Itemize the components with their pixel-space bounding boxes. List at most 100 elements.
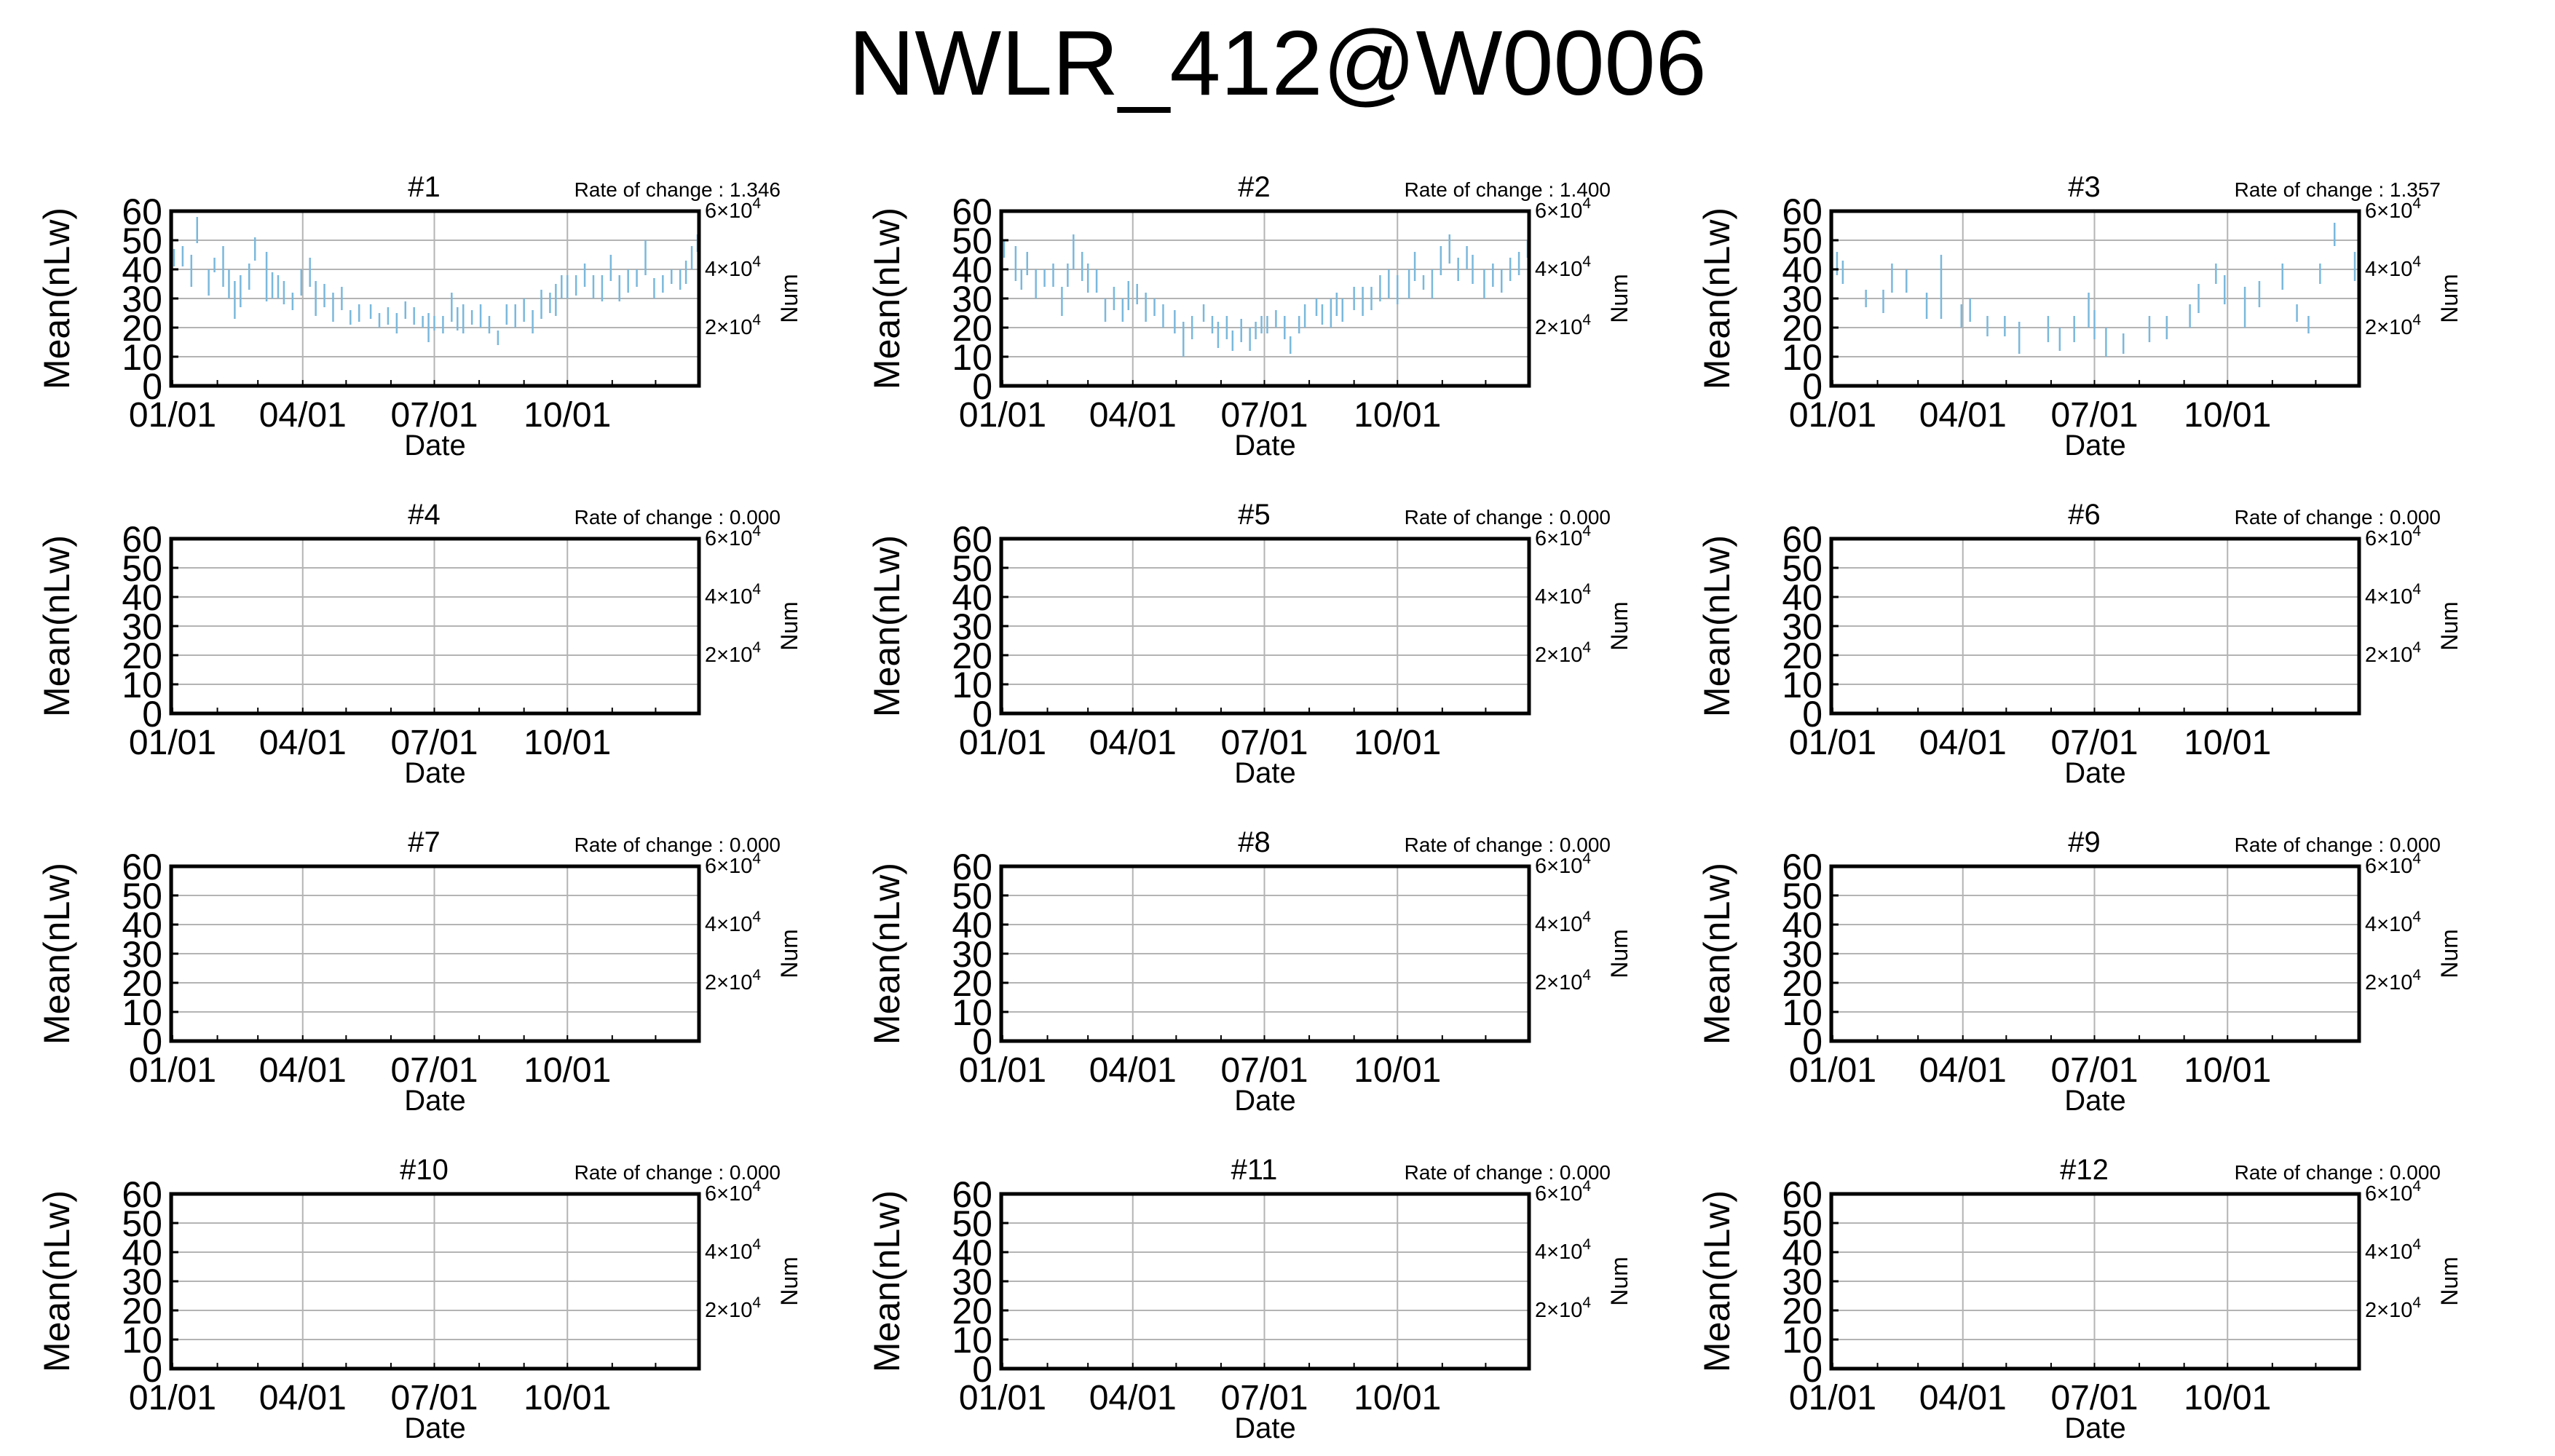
y-tick-label: 10 [1782, 337, 1823, 378]
y-axis-label: Mean(nLw) [866, 535, 907, 717]
x-tick-label: 04/01 [259, 396, 347, 435]
y2-tick-label: 2×104 [705, 312, 761, 339]
y-tick-label: 20 [952, 308, 992, 349]
y-tick-label: 0 [972, 1021, 992, 1062]
y2-tick-label: 6×104 [2365, 1178, 2421, 1206]
panel-title: #7 [408, 826, 441, 858]
y2-tick-label: 2×104 [705, 1294, 761, 1322]
y2-tick-label: 6×104 [1535, 850, 1591, 878]
y-tick-label: 20 [952, 1291, 992, 1332]
y2-tick-label: 4×104 [2365, 253, 2421, 281]
y-tick-label: 10 [952, 665, 992, 705]
y-tick-label: 30 [952, 606, 992, 647]
y2-tick-label: 4×104 [1535, 1236, 1591, 1264]
x-tick-label: 01/01 [959, 1051, 1046, 1090]
y-tick-label: 0 [142, 694, 162, 735]
x-axis-label: Date [2064, 757, 2126, 789]
rate-of-change: Rate of change : 0.000 [574, 1161, 781, 1184]
x-tick-label: 04/01 [1089, 1379, 1177, 1417]
y2-tick-label: 4×104 [1535, 253, 1591, 281]
x-axis-label: Date [1234, 1412, 1296, 1444]
y2-tick-label: 4×104 [705, 909, 761, 936]
y-tick-label: 0 [972, 366, 992, 407]
rate-of-change: Rate of change : 0.000 [2235, 1161, 2441, 1184]
panel-title: #11 [1231, 1154, 1278, 1186]
y-tick-label: 60 [1782, 519, 1823, 560]
x-tick-label: 04/01 [1089, 396, 1177, 435]
y-axis-label: Mean(nLw) [36, 863, 77, 1045]
y-tick-label: 0 [972, 1349, 992, 1390]
rate-of-change: Rate of change : 0.000 [1405, 506, 1611, 529]
x-axis-label: Date [404, 757, 466, 789]
y-tick-label: 40 [1782, 577, 1823, 618]
y-tick-label: 10 [952, 337, 992, 378]
x-axis-label: Date [1234, 1085, 1296, 1117]
y2-tick-label: 6×104 [1535, 1178, 1591, 1206]
rate-of-change: Rate of change : 1.346 [574, 178, 781, 201]
y2-tick-label: 2×104 [705, 967, 761, 994]
x-tick-label: 01/01 [129, 1379, 216, 1417]
y-tick-label: 30 [122, 1262, 162, 1302]
y-tick-label: 10 [122, 1320, 162, 1361]
y-tick-label: 50 [1782, 221, 1823, 261]
y-tick-label: 20 [1782, 308, 1823, 349]
x-tick-label: 10/01 [524, 1051, 611, 1090]
panel-title: #8 [1238, 826, 1271, 858]
panel-title: #10 [400, 1154, 449, 1186]
rate-of-change: Rate of change : 0.000 [2235, 506, 2441, 529]
y-tick-label: 40 [1782, 1233, 1823, 1273]
y-tick-label: 10 [1782, 992, 1823, 1033]
x-tick-label: 04/01 [1919, 396, 2007, 435]
y2-axis-label: Num [776, 274, 802, 323]
y-tick-label: 60 [1782, 1174, 1823, 1215]
x-tick-label: 04/01 [1919, 1051, 2007, 1090]
x-tick-label: 10/01 [1354, 1379, 1441, 1417]
y2-tick-label: 6×104 [705, 195, 761, 223]
y-tick-label: 20 [1782, 963, 1823, 1004]
panel-title: #9 [2068, 826, 2101, 858]
x-tick-label: 04/01 [1089, 1051, 1177, 1090]
x-axis-label: Date [1234, 757, 1296, 789]
y-tick-label: 40 [122, 905, 162, 946]
x-tick-label: 01/01 [959, 396, 1046, 435]
y-tick-label: 10 [1782, 1320, 1823, 1361]
x-tick-label: 10/01 [524, 396, 611, 435]
y-tick-label: 40 [122, 577, 162, 618]
y-axis-label: Mean(nLw) [1697, 1190, 1737, 1372]
y-axis-label: Mean(nLw) [36, 535, 77, 717]
y-tick-label: 10 [952, 992, 992, 1033]
y2-axis-label: Num [1606, 929, 1632, 978]
y-tick-label: 10 [122, 665, 162, 705]
x-tick-label: 01/01 [1789, 1051, 1876, 1090]
y-tick-label: 50 [1782, 1203, 1823, 1244]
y-tick-label: 60 [122, 1174, 162, 1215]
y2-tick-label: 2×104 [1535, 967, 1591, 994]
x-tick-label: 07/01 [390, 1379, 478, 1417]
y2-axis-label: Num [776, 601, 802, 651]
x-tick-label: 07/01 [2050, 724, 2138, 762]
y-tick-label: 0 [142, 366, 162, 407]
x-tick-label: 07/01 [2050, 1379, 2138, 1417]
y2-tick-label: 2×104 [2365, 1294, 2421, 1322]
y-tick-label: 0 [1802, 694, 1823, 735]
y-tick-label: 30 [1782, 934, 1823, 975]
rate-of-change: Rate of change : 1.400 [1405, 178, 1611, 201]
y-tick-label: 20 [1782, 636, 1823, 676]
x-axis-label: Date [1234, 430, 1296, 462]
y2-axis-label: Num [776, 1257, 802, 1306]
panel-title: #5 [1238, 499, 1271, 531]
y-tick-label: 20 [952, 636, 992, 676]
x-axis-label: Date [404, 1085, 466, 1117]
x-axis-label: Date [404, 1412, 466, 1444]
x-tick-label: 01/01 [959, 724, 1046, 762]
x-tick-label: 01/01 [129, 396, 216, 435]
y-tick-label: 50 [952, 1203, 992, 1244]
y-tick-label: 20 [952, 963, 992, 1004]
y-tick-label: 50 [122, 221, 162, 261]
panel-title: #4 [408, 499, 441, 531]
